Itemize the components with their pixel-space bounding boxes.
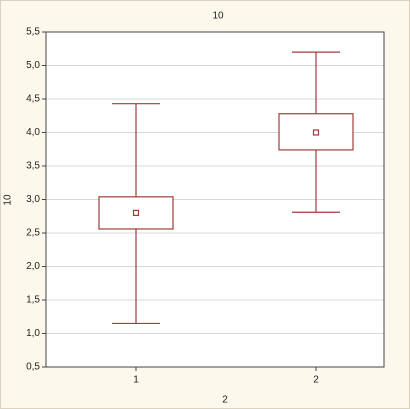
mean-marker (132, 209, 140, 216)
box (278, 113, 354, 151)
y-tick-label: 0,5 (26, 362, 40, 373)
plot-frame (45, 31, 385, 368)
chart-title: 10 (212, 11, 224, 22)
y-tick-label: 4,5 (26, 94, 40, 105)
y-axis-label: 10 (3, 194, 14, 206)
x-axis-label: 2 (222, 395, 228, 406)
y-tick-label: 5,5 (26, 27, 40, 38)
y-tick-label: 3,5 (26, 161, 40, 172)
y-tick-label: 1,5 (26, 295, 40, 306)
mean-marker (312, 129, 320, 136)
y-tick-label: 3,0 (26, 194, 40, 205)
y-tick-label: 2,5 (26, 228, 40, 239)
y-tick-label: 2,0 (26, 261, 40, 272)
y-tick-label: 1,0 (26, 328, 40, 339)
y-tick-label: 5,0 (26, 60, 40, 71)
x-tick-label: 1 (133, 375, 139, 386)
x-tick-label: 2 (313, 375, 319, 386)
y-tick-label: 4,0 (26, 127, 40, 138)
box (98, 196, 174, 230)
